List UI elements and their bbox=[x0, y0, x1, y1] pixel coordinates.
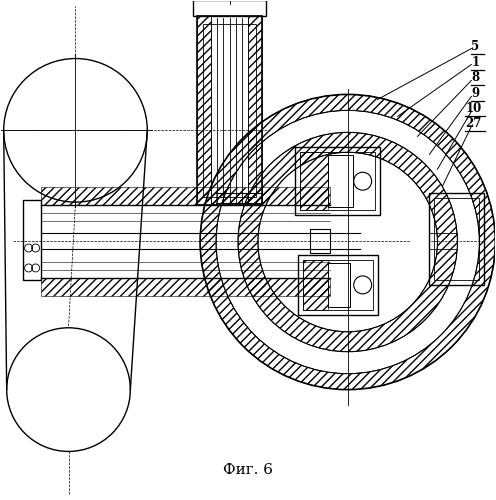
Text: 10: 10 bbox=[465, 102, 482, 116]
Bar bbox=[41, 187, 330, 205]
Bar bbox=[430, 193, 484, 285]
Bar bbox=[23, 200, 41, 280]
Bar bbox=[328, 263, 350, 307]
Bar bbox=[300, 152, 328, 210]
Bar bbox=[193, 0, 266, 16]
Bar bbox=[303, 260, 372, 310]
Text: Фиг. 6: Фиг. 6 bbox=[223, 464, 273, 477]
Text: 9: 9 bbox=[471, 88, 480, 101]
Bar bbox=[203, 24, 256, 197]
Bar bbox=[434, 198, 479, 280]
Bar bbox=[310, 229, 330, 253]
Bar bbox=[298, 255, 377, 315]
Text: 1: 1 bbox=[471, 56, 480, 68]
Text: 8: 8 bbox=[471, 72, 480, 85]
Text: 27: 27 bbox=[465, 118, 482, 130]
Bar bbox=[216, 193, 262, 205]
Bar bbox=[197, 16, 211, 205]
Bar bbox=[295, 148, 379, 215]
Bar bbox=[300, 152, 374, 210]
Bar bbox=[197, 16, 262, 205]
Bar bbox=[41, 278, 330, 296]
Text: 5: 5 bbox=[471, 40, 480, 52]
Bar bbox=[248, 16, 262, 205]
Bar bbox=[328, 156, 353, 207]
Bar bbox=[303, 260, 328, 310]
